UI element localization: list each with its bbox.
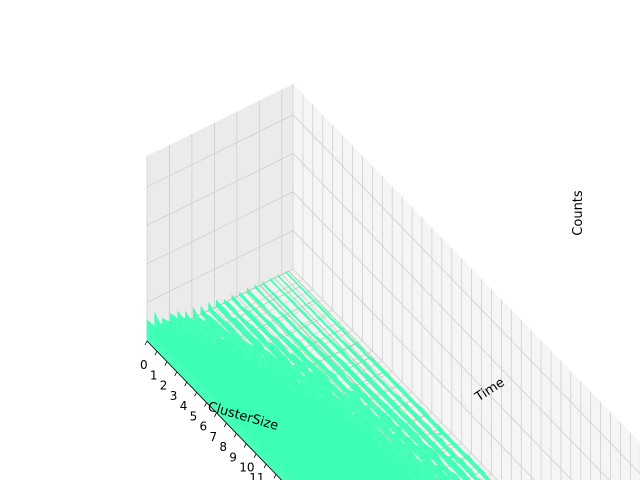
axis-lines bbox=[146, 340, 283, 480]
surface-ridge bbox=[223, 299, 412, 480]
surface-ridge bbox=[208, 301, 400, 480]
x-tick-mark bbox=[273, 474, 277, 479]
x-gridline bbox=[600, 401, 601, 480]
x-gridline bbox=[530, 330, 532, 480]
z-gridline bbox=[146, 230, 535, 480]
surface-patch bbox=[400, 469, 405, 472]
x-tick-label: 8 bbox=[219, 440, 227, 454]
x-tick-label: 9 bbox=[229, 450, 237, 464]
x-tick-mark bbox=[174, 371, 178, 376]
x-tick-label: 0 bbox=[140, 358, 148, 372]
x-gridline bbox=[540, 340, 542, 480]
surface-ridge bbox=[146, 319, 356, 480]
surface-wire bbox=[260, 284, 450, 480]
x-tick-mark bbox=[253, 453, 257, 458]
z-gridline bbox=[146, 152, 610, 480]
x-gridline bbox=[510, 309, 512, 480]
surface-ridge bbox=[262, 281, 461, 480]
surface-wire bbox=[245, 291, 429, 480]
surface-ridge bbox=[285, 271, 490, 480]
x-tick-mark bbox=[164, 361, 168, 366]
x-tick-mark bbox=[184, 381, 188, 387]
x-tick-mark bbox=[204, 402, 207, 407]
x-tick-mark bbox=[194, 392, 197, 397]
x-tick-label: 7 bbox=[210, 430, 218, 444]
x-tick-label: 4 bbox=[180, 399, 188, 413]
x-gridline bbox=[550, 350, 552, 480]
z-gridline bbox=[146, 114, 640, 475]
surface-patch bbox=[449, 456, 454, 459]
surface-patch bbox=[297, 433, 302, 436]
surface-patch bbox=[403, 404, 408, 407]
x-gridline bbox=[520, 319, 522, 480]
surface-patch bbox=[437, 432, 442, 435]
data-surface bbox=[146, 270, 492, 480]
surface-patch bbox=[354, 377, 359, 380]
x-gridline bbox=[560, 360, 562, 480]
x-axis-line bbox=[146, 340, 283, 480]
x-tick-label: 6 bbox=[200, 420, 208, 434]
x-gridline bbox=[610, 412, 611, 480]
left-pane bbox=[147, 84, 293, 341]
x-tick-label: 3 bbox=[170, 389, 178, 403]
surface-patch bbox=[294, 375, 299, 378]
surface-patch bbox=[406, 464, 411, 467]
x-tick-mark bbox=[144, 340, 148, 346]
z-gridline bbox=[146, 191, 573, 480]
x-tick-label: 11 bbox=[249, 471, 264, 480]
x-tick-mark bbox=[214, 412, 217, 417]
x-tick-mark bbox=[263, 463, 267, 469]
x-gridline bbox=[570, 371, 572, 480]
surface-patch bbox=[365, 427, 370, 430]
x-tick-mark bbox=[243, 443, 247, 448]
surface-patch bbox=[354, 431, 359, 434]
surface-ridge bbox=[277, 273, 482, 480]
x-tick-mark bbox=[154, 351, 158, 356]
surface-patch bbox=[366, 432, 371, 435]
x-gridline bbox=[500, 299, 502, 480]
surface-patch bbox=[277, 381, 282, 384]
x-tick-mark bbox=[233, 433, 237, 438]
surface-ridge bbox=[246, 287, 443, 480]
x-tick-label: 10 bbox=[239, 461, 254, 475]
surface-ridge bbox=[216, 299, 405, 480]
x-tick-label: 5 bbox=[190, 409, 198, 423]
surface-patch bbox=[422, 446, 427, 449]
z-axis-label: Counts bbox=[571, 190, 586, 236]
surface-patch bbox=[335, 422, 340, 425]
x-tick-mark bbox=[224, 422, 227, 428]
x-gridline bbox=[580, 381, 582, 480]
surface-patch bbox=[394, 456, 399, 458]
surface-patch bbox=[372, 466, 377, 469]
surface-patch bbox=[366, 413, 371, 416]
surface-patch bbox=[337, 434, 342, 437]
x-tick-labels: 0123456789101112131415161718192021222324… bbox=[140, 340, 277, 480]
surface-ridge bbox=[200, 305, 393, 480]
surface-ridge bbox=[231, 294, 423, 480]
surface-ridge bbox=[239, 291, 432, 480]
x-tick-label: 1 bbox=[150, 368, 158, 382]
x-gridline bbox=[590, 391, 592, 480]
surface-ridge bbox=[269, 277, 472, 480]
surface-ridge bbox=[254, 284, 451, 480]
surface-patch bbox=[303, 434, 308, 437]
axis-panes bbox=[147, 84, 640, 480]
x-tick-label: 2 bbox=[160, 379, 168, 393]
back-pane bbox=[293, 84, 640, 480]
